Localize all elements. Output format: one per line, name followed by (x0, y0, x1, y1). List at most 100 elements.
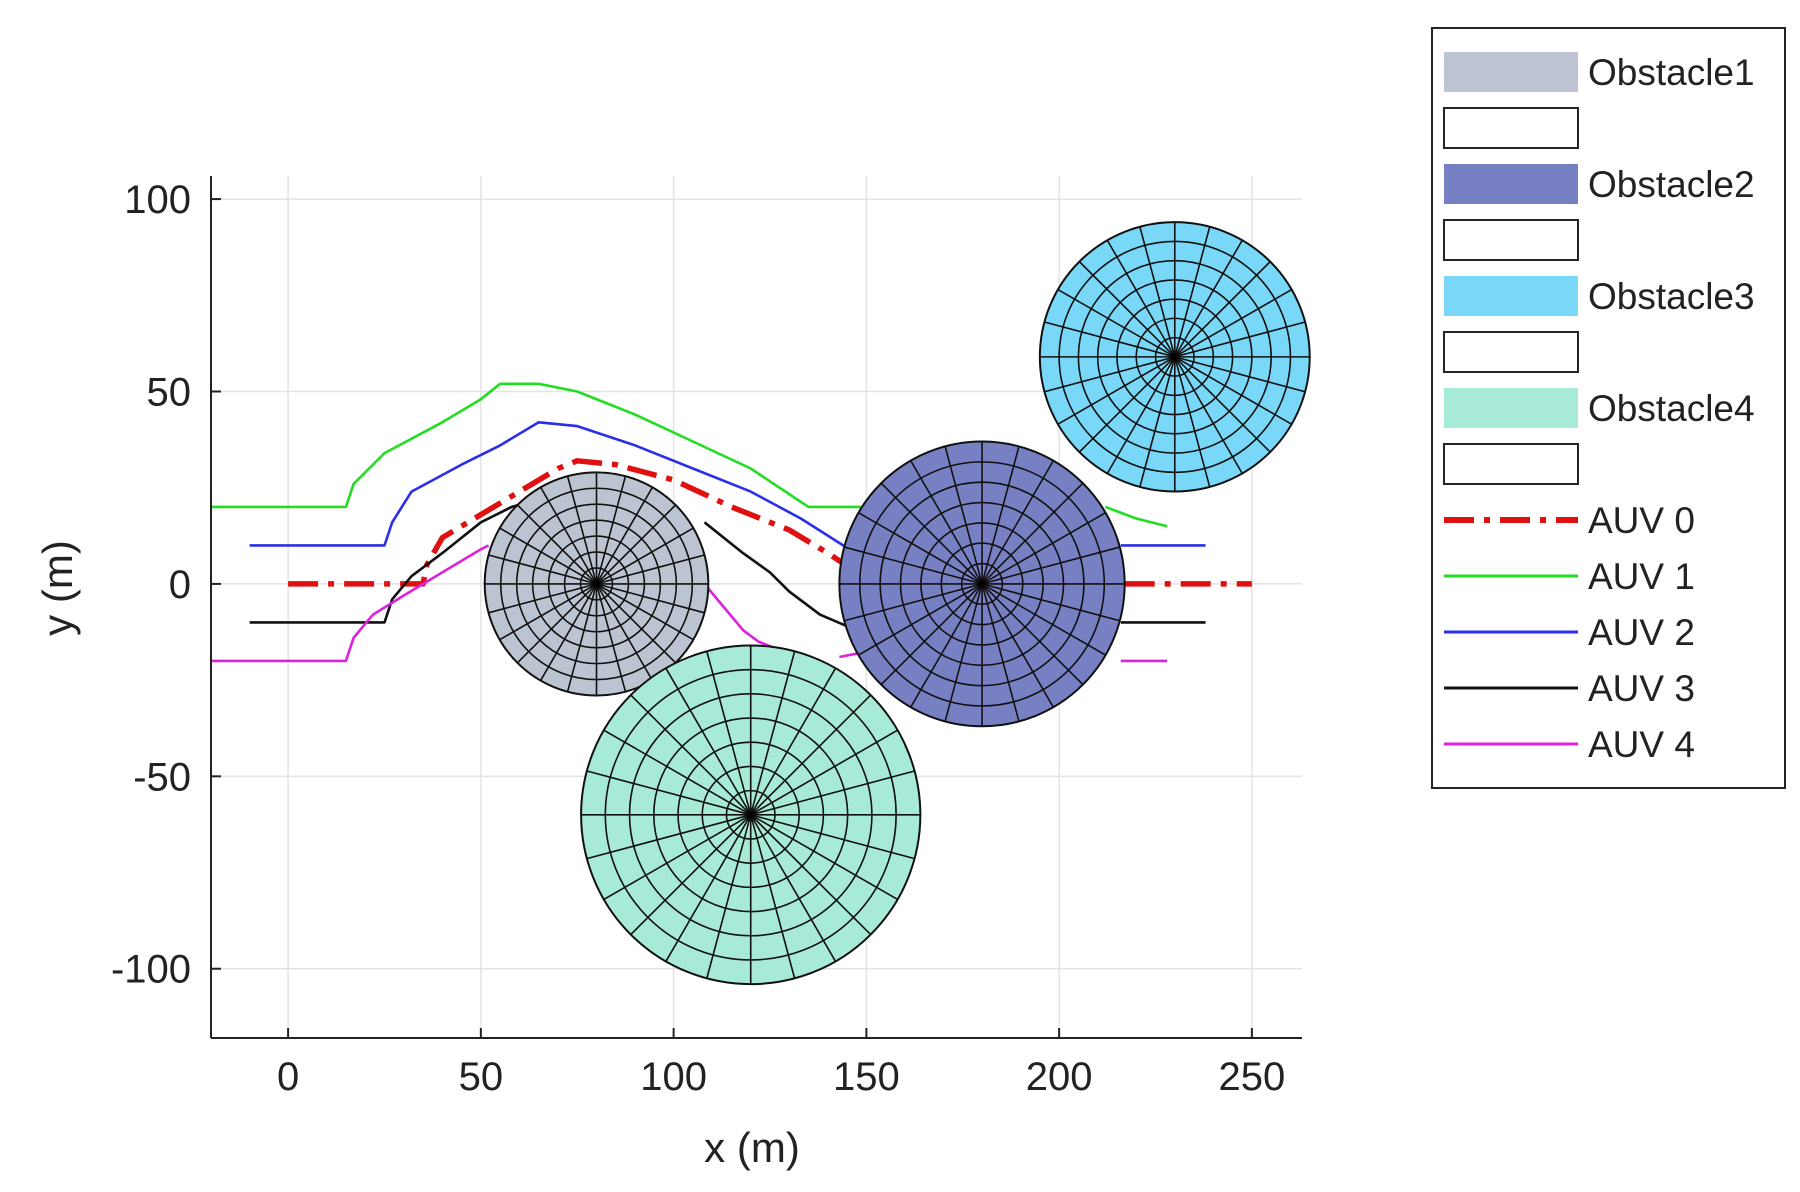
mesh-spoke (750, 814, 915, 860)
x-tick-label: 0 (277, 1055, 299, 1099)
mesh-spoke (981, 583, 1084, 686)
mesh-spoke (981, 583, 1121, 622)
mesh-spoke (595, 583, 627, 692)
legend: Obstacle1 Obstacle2 Obstacle3 Obstacle4 AUV … (1431, 27, 1786, 789)
mesh-spoke (566, 475, 598, 585)
mesh-spoke (1057, 288, 1176, 358)
mesh-spoke (1106, 239, 1176, 358)
y-tick-label: -50 (133, 755, 191, 799)
mesh-spoke (1174, 356, 1271, 453)
mesh-spoke (706, 814, 752, 979)
mesh-spoke (539, 486, 598, 585)
mesh-spoke (1139, 226, 1176, 358)
mesh-spoke (749, 814, 796, 979)
mesh-spoke (981, 546, 1121, 585)
mesh-spoke (665, 667, 752, 816)
mesh-spoke (1174, 226, 1211, 358)
legend-label: AUV 2 (1588, 612, 1695, 653)
mesh-spoke (944, 446, 983, 585)
mesh-spoke (750, 667, 837, 816)
mesh-spoke (586, 770, 751, 816)
legend-label: AUV 3 (1588, 668, 1695, 709)
mesh-spoke (1174, 288, 1293, 358)
mesh-spoke (1174, 239, 1243, 358)
legend-label: Obstacle1 (1588, 52, 1755, 93)
legend-label: AUV 0 (1588, 500, 1695, 541)
series-auv-2 (249, 420, 852, 551)
mesh-spoke (706, 651, 752, 816)
x-tick-label: 50 (459, 1055, 504, 1099)
mesh-spoke (880, 482, 983, 585)
mesh-spoke (880, 583, 983, 686)
mesh-spoke (981, 512, 1106, 585)
series-auv-3 (703, 521, 848, 628)
mesh-spoke (586, 814, 751, 860)
series-auv-4 (839, 651, 859, 659)
legend-edge-swatch (1443, 219, 1579, 261)
tick-labels: 0 50 100 150 200 250 100 50 0 -50 -100 (111, 178, 1285, 1099)
mesh-spoke (1044, 321, 1175, 358)
x-tick-label: 100 (640, 1055, 707, 1099)
mesh-spoke (750, 729, 899, 816)
mesh-spoke (1174, 356, 1243, 474)
series-auv-1 (211, 382, 944, 509)
x-tick-label: 250 (1219, 1055, 1286, 1099)
series-auv-4 (211, 544, 490, 663)
mesh-spoke (750, 814, 837, 962)
mesh-spoke (981, 482, 1084, 585)
mesh-spoke (1174, 261, 1271, 358)
obstacle-obstacle1 (483, 471, 710, 697)
mesh-spoke (750, 814, 899, 901)
legend-swatch (1444, 164, 1578, 204)
mesh-spoke (566, 583, 598, 692)
x-tick-label: 200 (1026, 1055, 1093, 1099)
mesh-spoke (665, 814, 752, 962)
mesh-spoke (750, 770, 915, 816)
mesh-spoke (488, 583, 597, 614)
legend-label: AUV 1 (1588, 556, 1695, 597)
mesh-spoke (1078, 356, 1176, 453)
mesh-spoke (499, 583, 597, 641)
axes (210, 176, 1302, 1039)
mesh-spoke (630, 814, 752, 936)
legend-label: Obstacle3 (1588, 276, 1755, 317)
mesh-spoke (1106, 356, 1176, 474)
mesh-spoke (488, 554, 597, 585)
obstacle-obstacle3 (1038, 221, 1311, 493)
y-axis-label: y (m) (34, 540, 81, 636)
mesh-spoke (910, 583, 983, 708)
legend-edge-swatch (1443, 331, 1579, 373)
mesh-spoke (595, 504, 677, 585)
x-axis-label: x (m) (704, 1124, 800, 1171)
y-tick-label: -100 (111, 948, 191, 992)
mesh-spoke (750, 694, 872, 816)
mesh-spoke (595, 583, 654, 681)
mesh-spoke (981, 446, 1020, 585)
mesh-spoke (858, 512, 983, 585)
mesh-spoke (596, 527, 694, 585)
legend-label: Obstacle4 (1588, 388, 1755, 429)
x-tick-label: 150 (833, 1055, 900, 1099)
mesh-spoke (1078, 261, 1176, 358)
mesh-spoke (844, 546, 983, 585)
obstacle-center (746, 810, 755, 819)
mesh-spoke (910, 460, 983, 585)
mesh-spoke (595, 486, 654, 585)
legend-swatch (1444, 276, 1578, 316)
obstacles (483, 221, 1311, 986)
mesh-spoke (596, 583, 694, 641)
mesh-spoke (1139, 356, 1176, 488)
mesh-spoke (516, 583, 598, 664)
mesh-spoke (844, 583, 983, 622)
obstacle-center (978, 579, 987, 588)
legend-swatch (1444, 52, 1578, 92)
mesh-spoke (595, 583, 677, 664)
mesh-spoke (750, 814, 872, 936)
mesh-spoke (596, 554, 705, 585)
mesh-spoke (1044, 356, 1175, 393)
legend-label: Obstacle2 (1588, 164, 1755, 205)
legend-edge-swatch (1443, 443, 1579, 485)
mesh-spoke (596, 583, 705, 614)
mesh-spoke (981, 583, 1055, 708)
